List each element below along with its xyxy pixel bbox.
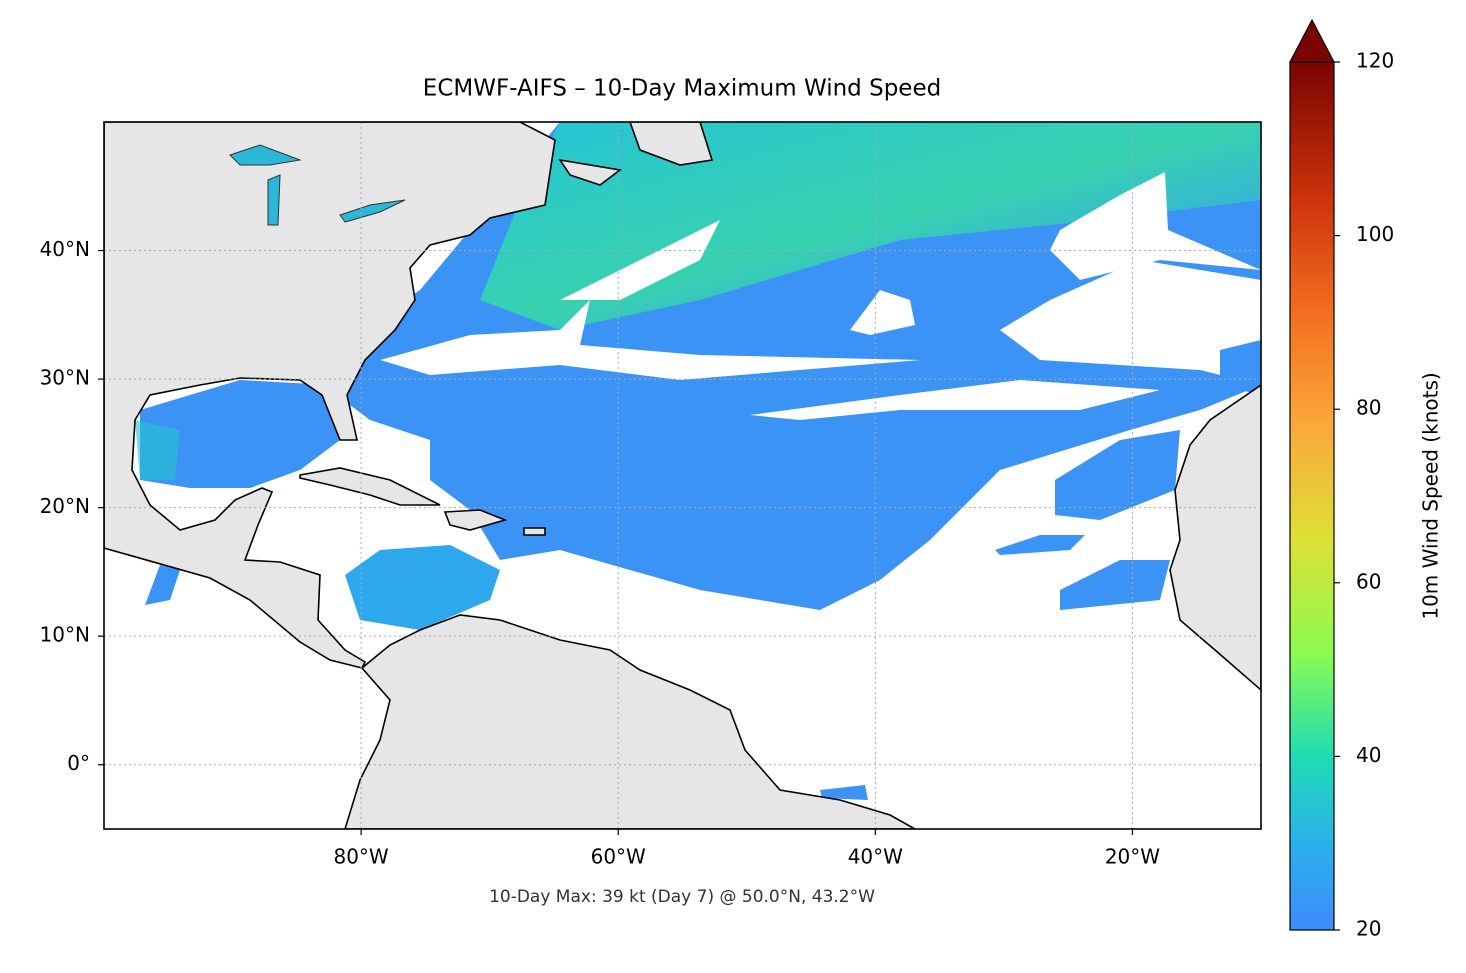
y-tick-label: 20°N [40, 494, 90, 518]
nova-scotia [558, 158, 622, 186]
great-lakes [229, 144, 302, 166]
colorbar-tick-label: 60 [1356, 569, 1381, 593]
colorbar-label: 10m Wind Speed (knots) [1419, 372, 1443, 619]
wind-field [135, 122, 1261, 800]
wind-area [820, 785, 868, 800]
calm-area [560, 220, 720, 300]
y-tick-label: 10°N [40, 623, 90, 647]
map [104, 122, 1261, 829]
x-tick-label: 20°W [1105, 845, 1160, 869]
colorbar [1289, 61, 1335, 931]
x-tick-label: 60°W [591, 845, 646, 869]
calm-area [850, 290, 915, 335]
hispaniola [443, 509, 508, 531]
puerto-rico [523, 527, 546, 536]
newfoundland [629, 122, 714, 166]
wind-area [135, 420, 180, 480]
colorbar-tick-label: 100 [1356, 222, 1394, 246]
chart-title: ECMWF-AIFS – 10-Day Maximum Wind Speed [423, 76, 941, 102]
wind-area [140, 380, 340, 488]
land [104, 122, 1261, 829]
wind-area [995, 535, 1085, 555]
y-tick-label: 30°N [40, 366, 90, 390]
great-lakes [339, 199, 406, 223]
south-america [344, 614, 917, 829]
wind-area [1220, 340, 1261, 395]
x-tick-label: 80°W [333, 845, 388, 869]
colorbar-tick-label: 80 [1356, 396, 1381, 420]
north-america [104, 122, 556, 669]
wind-area [345, 545, 500, 630]
calm-area [380, 300, 920, 380]
africa [1169, 384, 1261, 692]
great-lakes [267, 174, 281, 226]
wind-area [1060, 560, 1170, 610]
colorbar-tick-label: 20 [1356, 917, 1381, 941]
cuba [299, 467, 441, 506]
wind-area [1055, 430, 1180, 520]
colorbar-tick-label: 120 [1356, 49, 1394, 73]
footnote: 10-Day Max: 39 kt (Day 7) @ 50.0°N, 43.2… [489, 887, 875, 907]
plot-frame [103, 121, 1262, 830]
wind-area [145, 565, 180, 605]
colorbar-tick-label: 40 [1356, 743, 1381, 767]
calm-area [1050, 172, 1261, 280]
calm-area [750, 380, 1160, 420]
wind-jet [480, 122, 1261, 330]
colorbar-extend [1289, 18, 1335, 63]
y-tick-label: 0° [67, 751, 90, 775]
y-tick-label: 40°N [40, 237, 90, 261]
x-tick-label: 40°W [848, 845, 903, 869]
